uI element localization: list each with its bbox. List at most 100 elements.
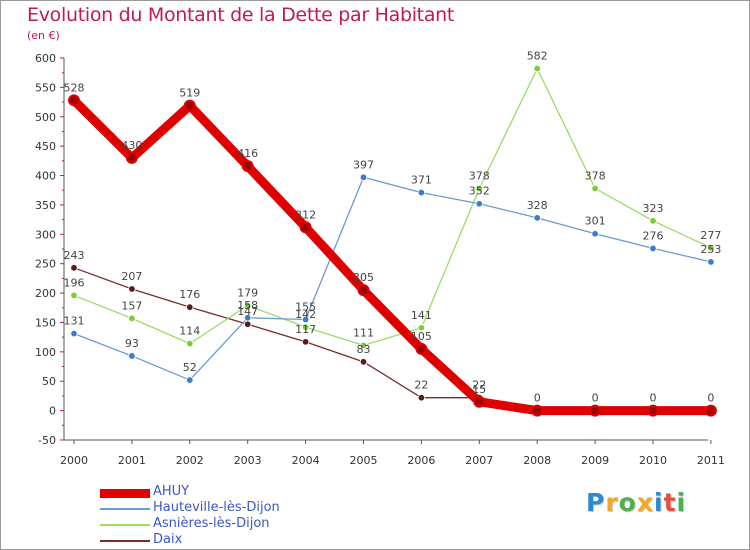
data-point — [243, 320, 252, 328]
data-label: 0 — [707, 392, 714, 405]
legend-swatch — [100, 488, 150, 498]
data-label: 131 — [64, 315, 85, 328]
data-label: 312 — [295, 208, 316, 221]
data-point — [186, 339, 194, 348]
y-tick-label: 100 — [35, 346, 56, 359]
data-point — [475, 200, 483, 208]
data-label: 117 — [295, 323, 316, 336]
data-label: 176 — [179, 288, 200, 301]
data-point — [533, 214, 541, 222]
y-tick-label: 0 — [49, 405, 56, 418]
data-point — [359, 341, 368, 350]
data-label: 301 — [585, 215, 606, 228]
data-label: 22 — [414, 379, 428, 392]
logo-letter: r — [605, 488, 619, 517]
y-tick-label: 500 — [35, 111, 56, 124]
x-tick-label: 2000 — [60, 454, 88, 467]
data-label: 397 — [353, 158, 374, 171]
data-point — [70, 291, 78, 300]
data-point — [243, 314, 252, 322]
data-label: 277 — [700, 229, 721, 242]
data-point — [704, 404, 717, 417]
data-point — [125, 151, 138, 164]
data-point — [359, 173, 368, 182]
x-tick-label: 2008 — [523, 454, 551, 467]
logo-letter: o — [618, 488, 637, 517]
data-point — [649, 217, 657, 225]
series-line-hauteville-l-s-dijon — [73, 176, 712, 381]
data-point — [128, 352, 136, 360]
data-label: 430 — [121, 139, 142, 152]
data-label: 416 — [237, 147, 258, 160]
y-tick-label: 450 — [35, 140, 56, 153]
data-label: 111 — [353, 326, 374, 339]
x-tick-label: 2003 — [234, 454, 262, 467]
data-label: 147 — [237, 305, 258, 318]
data-point — [70, 329, 78, 338]
data-point — [649, 244, 657, 253]
data-label: 196 — [64, 276, 85, 289]
x-tick-label: 2004 — [292, 454, 320, 467]
data-point — [301, 315, 310, 324]
data-point — [591, 230, 599, 238]
y-tick-label: 550 — [35, 81, 56, 94]
data-label: 83 — [357, 343, 371, 356]
data-label: 528 — [64, 81, 85, 94]
data-label: 378 — [585, 169, 606, 182]
data-point — [301, 338, 310, 346]
y-tick-label: 350 — [35, 199, 56, 212]
data-point — [186, 376, 194, 384]
series-line-asni-res-l-s-dijon — [73, 67, 712, 347]
data-point — [591, 184, 599, 193]
data-label: 519 — [179, 87, 200, 100]
legend-label: Hauteville-lès-Dijon — [153, 500, 280, 515]
legend-swatch — [100, 524, 150, 526]
data-label: 52 — [183, 361, 197, 374]
logo-letter: x — [636, 488, 654, 517]
data-label: 371 — [411, 174, 432, 187]
data-label: 205 — [353, 271, 374, 284]
data-point — [417, 393, 426, 402]
data-label: 0 — [650, 392, 657, 405]
data-label: 243 — [64, 249, 85, 262]
data-label: 141 — [411, 309, 432, 322]
y-tick-label: -50 — [38, 434, 56, 447]
series-line-daix — [73, 267, 712, 412]
data-label: 22 — [472, 379, 486, 392]
data-point — [417, 188, 426, 197]
data-label: 158 — [237, 299, 258, 312]
data-label: 0 — [534, 392, 541, 405]
legend-label: AHUY — [153, 484, 190, 499]
data-label: 155 — [295, 301, 316, 314]
data-point — [357, 284, 370, 297]
data-point — [359, 358, 368, 366]
data-point — [707, 258, 715, 266]
x-tick-label: 2011 — [697, 454, 725, 467]
chart-subtitle: (en €) — [27, 29, 60, 42]
series-line-ahuy — [69, 95, 716, 416]
chart-title: Evolution du Montant de la Dette par Hab… — [27, 4, 455, 26]
data-label: 0 — [592, 392, 599, 405]
data-label: 253 — [700, 243, 721, 256]
data-point — [531, 404, 544, 417]
data-point — [417, 324, 426, 332]
x-tick-label: 2002 — [176, 454, 204, 467]
data-point — [183, 99, 196, 112]
data-point — [415, 342, 428, 355]
data-point — [647, 404, 659, 417]
x-tick-label: 2009 — [581, 454, 609, 467]
logo-letter: i — [676, 488, 687, 517]
x-tick-label: 2005 — [350, 454, 378, 467]
legend-swatch — [100, 508, 150, 510]
data-label: 142 — [295, 308, 316, 321]
y-tick-label: 150 — [35, 316, 56, 329]
logo-letter: P — [586, 488, 606, 517]
logo-letter: t — [663, 488, 677, 517]
data-point — [186, 303, 194, 311]
data-label: 15 — [472, 383, 486, 396]
data-label: 323 — [643, 202, 664, 215]
data-label: 378 — [469, 169, 490, 182]
y-tick-label: 50 — [42, 375, 56, 388]
